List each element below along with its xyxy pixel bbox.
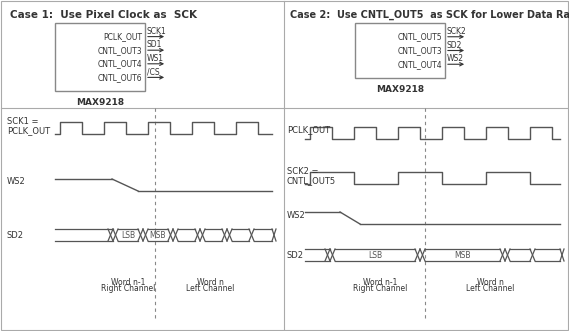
Text: CNTL_OUT3: CNTL_OUT3 xyxy=(97,46,142,55)
Bar xyxy=(355,23,445,78)
Text: CNTL_OUT6: CNTL_OUT6 xyxy=(97,73,142,82)
Bar xyxy=(55,23,145,91)
Text: SCK1: SCK1 xyxy=(147,26,167,36)
Text: Left Channel: Left Channel xyxy=(466,284,514,293)
Text: CNTL_OUT4: CNTL_OUT4 xyxy=(397,60,442,69)
Text: SCK1 =: SCK1 = xyxy=(7,118,39,126)
Text: LSB: LSB xyxy=(368,251,382,260)
Text: Case 2:  Use CNTL_OUT5  as SCK for Lower Data Rate: Case 2: Use CNTL_OUT5 as SCK for Lower D… xyxy=(290,10,569,20)
Text: Case 1:  Use Pixel Clock as  SCK: Case 1: Use Pixel Clock as SCK xyxy=(10,10,197,20)
Text: SCK2: SCK2 xyxy=(447,27,467,36)
Text: Word n: Word n xyxy=(477,278,504,287)
Text: Word n-1: Word n-1 xyxy=(111,278,145,287)
Text: WS2: WS2 xyxy=(447,54,464,63)
Text: SD1: SD1 xyxy=(147,40,162,49)
Text: CNTL_OUT3: CNTL_OUT3 xyxy=(397,46,442,55)
Text: MSB: MSB xyxy=(454,251,471,260)
Text: SCK2 =: SCK2 = xyxy=(287,167,319,176)
Text: /CS: /CS xyxy=(147,68,160,76)
Text: MAX9218: MAX9218 xyxy=(76,98,124,107)
Text: Word n-1: Word n-1 xyxy=(363,278,397,287)
Text: Right Channel: Right Channel xyxy=(353,284,407,293)
Text: WS1: WS1 xyxy=(147,54,164,63)
Text: LSB: LSB xyxy=(121,230,135,240)
Text: Left Channel: Left Channel xyxy=(186,284,234,293)
Text: CNTL_OUT5: CNTL_OUT5 xyxy=(397,32,442,41)
Text: PCLK_OUT: PCLK_OUT xyxy=(103,32,142,41)
Text: MAX9218: MAX9218 xyxy=(376,85,424,94)
Text: WS2: WS2 xyxy=(7,177,26,186)
Text: CNTL_OUT5: CNTL_OUT5 xyxy=(287,176,336,185)
Text: Word n: Word n xyxy=(196,278,224,287)
Text: CNTL_OUT4: CNTL_OUT4 xyxy=(97,59,142,68)
Text: SD2: SD2 xyxy=(447,40,463,50)
Text: SD2: SD2 xyxy=(7,230,24,240)
Text: Right Channel: Right Channel xyxy=(101,284,155,293)
Text: PCLK_OUT: PCLK_OUT xyxy=(287,125,330,134)
Text: PCLK_OUT: PCLK_OUT xyxy=(7,126,50,135)
Text: MSB: MSB xyxy=(150,230,166,240)
Text: SD2: SD2 xyxy=(287,251,304,260)
Text: WS2: WS2 xyxy=(287,211,306,219)
